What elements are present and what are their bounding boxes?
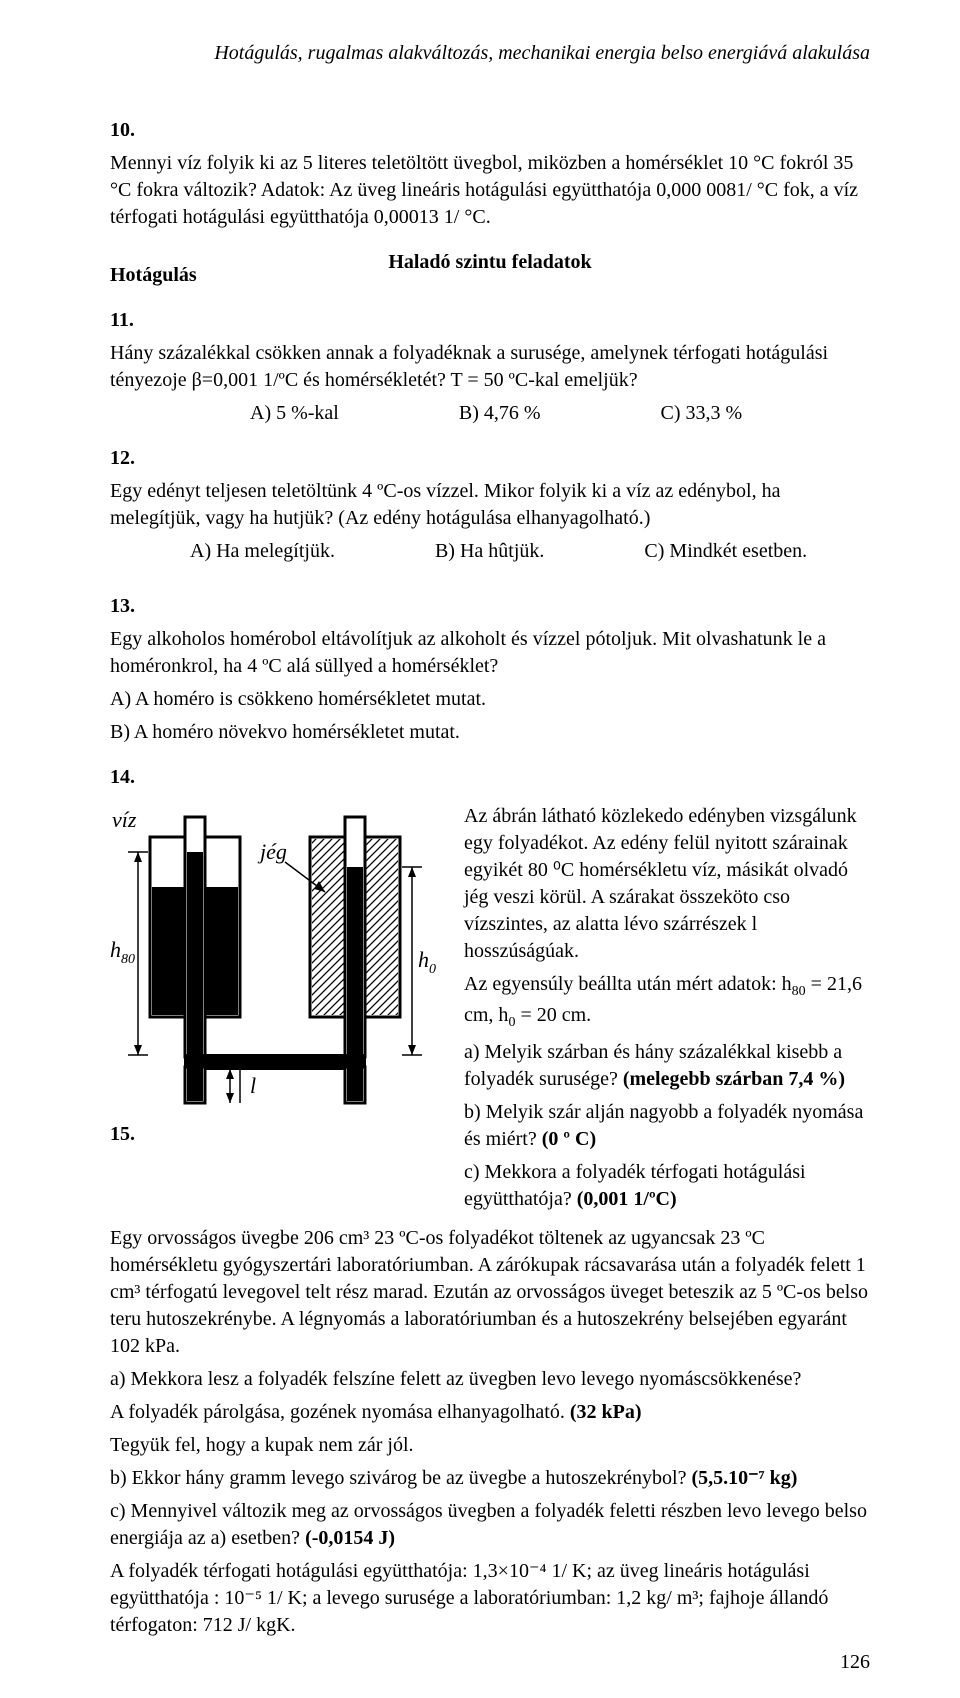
q12-text: Egy edényt teljesen teletöltünk 4 ºC-os … [110, 478, 870, 532]
svg-text:h0: h0 [418, 947, 436, 977]
q14-b-text: b) Melyik szár alján nagyobb a folyadék … [464, 1101, 863, 1150]
q14-p2a: Az egyensúly beállta után mért adatok: h [464, 973, 792, 995]
q11-text: Hány százalékkal csökken annak a folyadé… [110, 340, 870, 394]
q12-opt-c: C) Mindkét esetben. [644, 538, 807, 565]
q14-p1: Az ábrán látható közlekedo edényben vizs… [464, 803, 870, 965]
q15-c-text: c) Mennyivel változik meg az orvosságos … [110, 1500, 867, 1549]
q12-number: 12. [110, 445, 870, 472]
q14-figure: víz jég h80 h0 l 15. [110, 797, 440, 1148]
q15-a2-text: A folyadék párolgása, gozének nyomása el… [110, 1401, 570, 1423]
q11-opt-b: B) 4,76 % [459, 400, 541, 427]
svg-text:h80: h80 [110, 937, 135, 967]
q14-c: c) Mekkora a folyadék térfogati hotágulá… [464, 1159, 870, 1213]
q15-c-ans: (-0,0154 J) [305, 1527, 395, 1549]
q14-p2c: = 20 cm. [515, 1004, 591, 1026]
fig-label-jeg: jég [257, 839, 287, 864]
q15-b-text: b) Ekkor hány gramm levego szivárog be a… [110, 1467, 691, 1489]
q12-options: A) Ha melegítjük. B) Ha hûtjük. C) Mindk… [190, 538, 870, 565]
q15-b: b) Ekkor hány gramm levego szivárog be a… [110, 1465, 870, 1492]
fig-label-viz: víz [112, 807, 137, 832]
fig-label-l: l [250, 1073, 256, 1098]
q15-number: 15. [110, 1121, 440, 1148]
fig-label-h0-sub: 0 [429, 962, 436, 977]
q13-text: Egy alkoholos homérobol eltávolítjuk az … [110, 626, 870, 680]
q12-opt-a: A) Ha melegítjük. [190, 538, 335, 565]
q14-a: a) Melyik szárban és hány százalékkal ki… [464, 1039, 870, 1093]
running-head: Hotágulás, rugalmas alakváltozás, mechan… [110, 40, 870, 67]
q15-tail: A folyadék térfogati hotágulási együttha… [110, 1558, 870, 1639]
fig-label-h80: h [110, 937, 121, 962]
q15-mid: Tegyük fel, hogy a kupak nem zár jól. [110, 1432, 870, 1459]
q13-number: 13. [110, 593, 870, 620]
q11-number: 11. [110, 307, 870, 334]
q11-options: A) 5 %-kal B) 4,76 % C) 33,3 % [250, 400, 870, 427]
q14-b-ans: (0 º C) [542, 1128, 596, 1150]
q10-number: 10. [110, 117, 870, 144]
q14-p2-sub1: 80 [792, 984, 806, 999]
fig-label-h80-sub: 80 [121, 952, 135, 967]
q14-b: b) Melyik szár alján nagyobb a folyadék … [464, 1099, 870, 1153]
q14-a-ans: (melegebb szárban 7,4 %) [623, 1068, 845, 1090]
q15-a-ans: (32 kPa) [570, 1401, 642, 1423]
fig-label-h0: h [418, 947, 429, 972]
q15-p1: Egy orvosságos üvegbe 206 cm³ 23 ºC-os f… [110, 1225, 870, 1360]
q15-a2: A folyadék párolgása, gozének nyomása el… [110, 1399, 870, 1426]
q14-number: 14. [110, 764, 870, 791]
q14-c-ans: (0,001 1/ºC) [577, 1188, 677, 1210]
q12-opt-b: B) Ha hûtjük. [435, 538, 544, 565]
q15-a: a) Mekkora lesz a folyadék felszíne fele… [110, 1366, 870, 1393]
q11-opt-c: C) 33,3 % [661, 400, 743, 427]
q13-opt-a: A) A homéro is csökkeno homérsékletet mu… [110, 686, 870, 713]
q10-text: Mennyi víz folyik ki az 5 literes teletö… [110, 150, 870, 231]
q15-c: c) Mennyivel változik meg az orvosságos … [110, 1498, 870, 1552]
q15-b-ans: (5,5.10⁻⁷ kg) [691, 1467, 797, 1489]
q14-p2: Az egyensúly beállta után mért adatok: h… [464, 971, 870, 1033]
q11-opt-a: A) 5 %-kal [250, 400, 339, 427]
q13-opt-b: B) A homéro növekvo homérsékletet mutat. [110, 719, 870, 746]
page-number: 126 [840, 1649, 870, 1676]
